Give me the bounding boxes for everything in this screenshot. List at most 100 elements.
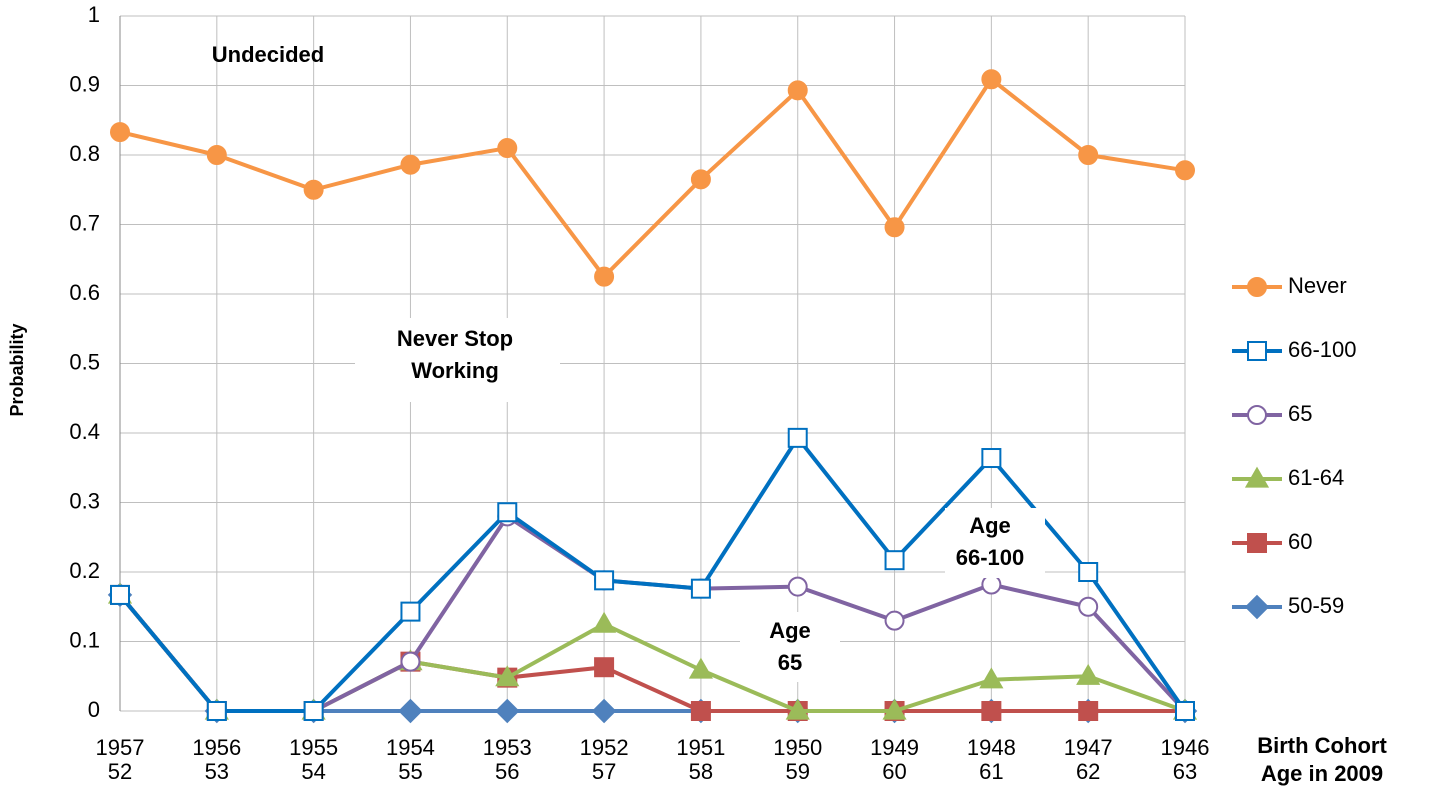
marker [110, 122, 130, 143]
marker [787, 576, 808, 597]
x-tick-label: 1947 [1064, 735, 1113, 760]
x-tick-label-secondary: 56 [495, 759, 519, 784]
marker [303, 701, 324, 721]
y-tick-label: 0.6 [69, 280, 100, 305]
legend-label: 50-59 [1288, 593, 1344, 618]
x-tick-label: 1948 [967, 735, 1016, 760]
marker [206, 701, 227, 721]
annotation: 66-100 [956, 545, 1025, 570]
marker [981, 69, 1002, 90]
legend-label: 66-100 [1288, 337, 1357, 362]
x-tick-label-secondary: 59 [785, 759, 809, 784]
x-tick-label: 1946 [1161, 735, 1210, 760]
marker [594, 570, 615, 591]
x-tick-label: 1952 [580, 735, 629, 760]
legend-label: 65 [1288, 401, 1312, 426]
x-tick-label-secondary: 62 [1076, 759, 1100, 784]
marker [1247, 341, 1267, 361]
grid [119, 15, 1186, 712]
x-tick-label: 1955 [289, 735, 338, 760]
x-tick-label: 1956 [192, 735, 241, 760]
marker [206, 145, 227, 165]
annotation-box [740, 612, 840, 682]
annotation: Never Stop [397, 326, 513, 351]
y-tick-label: 1 [88, 2, 100, 27]
marker [594, 657, 615, 678]
marker [1247, 533, 1267, 553]
annotation: Undecided [212, 42, 324, 67]
annotation-box [355, 318, 560, 402]
y-tick-label: 0.7 [69, 210, 100, 235]
marker [1076, 663, 1101, 685]
marker [1078, 596, 1099, 617]
marker [1247, 405, 1267, 425]
annotation-box [945, 508, 1045, 578]
marker [981, 574, 1002, 595]
y-tick-label: 0.2 [69, 558, 100, 583]
marker [1175, 701, 1195, 721]
legend-label: Never [1288, 273, 1347, 298]
marker [592, 611, 617, 633]
y-tick-label: 0.4 [69, 419, 100, 444]
marker [787, 427, 808, 448]
marker [1078, 562, 1099, 582]
y-tick-label: 0 [88, 697, 100, 722]
marker [884, 610, 905, 631]
marker [1244, 466, 1270, 488]
marker [1078, 145, 1099, 165]
marker [495, 698, 520, 724]
x-tick-label-secondary: 63 [1173, 759, 1197, 784]
x-tick-label: 1951 [676, 735, 725, 760]
x-axis-label: Birth Cohort [1257, 733, 1387, 758]
marker [303, 179, 324, 200]
marker [400, 601, 421, 622]
marker [690, 578, 711, 599]
x-tick-label: 1949 [870, 735, 919, 760]
x-tick-label-secondary: 52 [108, 759, 132, 784]
marker [1175, 160, 1195, 181]
marker [981, 448, 1002, 469]
x-tick-label: 1950 [773, 735, 822, 760]
series-line [118, 435, 1187, 713]
y-axis-label: Probability [7, 323, 27, 416]
y-tick-label: 0.9 [69, 71, 100, 96]
legend-label: 61-64 [1288, 465, 1344, 490]
annotation: Age [969, 513, 1011, 538]
x-tick-label-secondary: 58 [689, 759, 713, 784]
marker [398, 698, 423, 724]
marker [400, 651, 421, 672]
marker [1244, 594, 1270, 620]
series-line [118, 593, 1185, 713]
x-tick-label-secondary: 53 [205, 759, 229, 784]
marker [110, 584, 130, 605]
series-line [119, 77, 1186, 279]
x-tick-label: 1954 [386, 735, 435, 760]
series-line [118, 593, 1186, 713]
marker [785, 698, 810, 720]
marker [400, 154, 421, 175]
x-tick-label-secondary: 55 [398, 759, 422, 784]
marker [981, 701, 1002, 721]
x-tick-label-secondary: 60 [882, 759, 906, 784]
marker [497, 138, 518, 159]
marker [690, 701, 711, 721]
marker [979, 667, 1004, 689]
x-tick-label-secondary: 57 [592, 759, 616, 784]
y-tick-label: 0.5 [69, 349, 100, 374]
marker [884, 217, 905, 238]
marker [495, 665, 520, 687]
marker [690, 169, 711, 190]
marker [591, 698, 617, 724]
x-tick-label: 1957 [96, 735, 145, 760]
legend-label: 60 [1288, 529, 1312, 554]
annotation: Working [411, 358, 499, 383]
y-tick-label: 0.3 [69, 488, 100, 513]
x-tick-label: 1953 [483, 735, 532, 760]
marker [497, 502, 518, 523]
series-line [118, 593, 1185, 713]
marker [1078, 701, 1099, 721]
y-tick-label: 0.8 [69, 141, 100, 166]
marker [688, 657, 713, 679]
y-tick-label: 0.1 [69, 627, 100, 652]
